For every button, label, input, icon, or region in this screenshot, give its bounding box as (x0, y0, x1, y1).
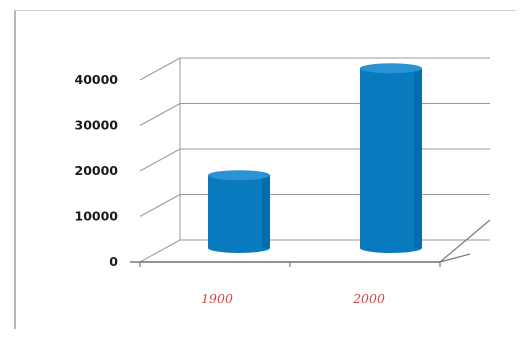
bar-body (360, 68, 422, 254)
bar-top (360, 63, 422, 74)
bar (208, 170, 270, 253)
bars (208, 63, 422, 254)
y-tick-label: 40000 (75, 72, 119, 87)
y-tick-label: 30000 (75, 118, 119, 133)
bar-top (208, 170, 270, 181)
bar-body (208, 175, 270, 253)
chart-frame (14, 10, 516, 329)
bar-shade (414, 68, 422, 249)
axes (130, 58, 491, 267)
bar-shade (262, 175, 270, 248)
y-tick-label: 0 (109, 254, 118, 269)
gridline-side (139, 148, 181, 172)
x-tick-label: 2000 (352, 291, 385, 306)
bar (360, 63, 422, 254)
x-tick-label: 1900 (201, 291, 233, 306)
gridline-side (139, 103, 181, 126)
gridlines (139, 57, 490, 263)
y-tick-label: 20000 (75, 163, 119, 178)
gridline-side (139, 57, 181, 81)
x-tick-labels: 1900 2000 (201, 291, 385, 306)
gridline-side (139, 239, 181, 263)
gridline-side (139, 194, 181, 217)
floor-edge (140, 219, 491, 263)
y-tick-label: 10000 (75, 209, 119, 224)
y-tick-labels: 0 10000 20000 30000 40000 (75, 72, 119, 269)
